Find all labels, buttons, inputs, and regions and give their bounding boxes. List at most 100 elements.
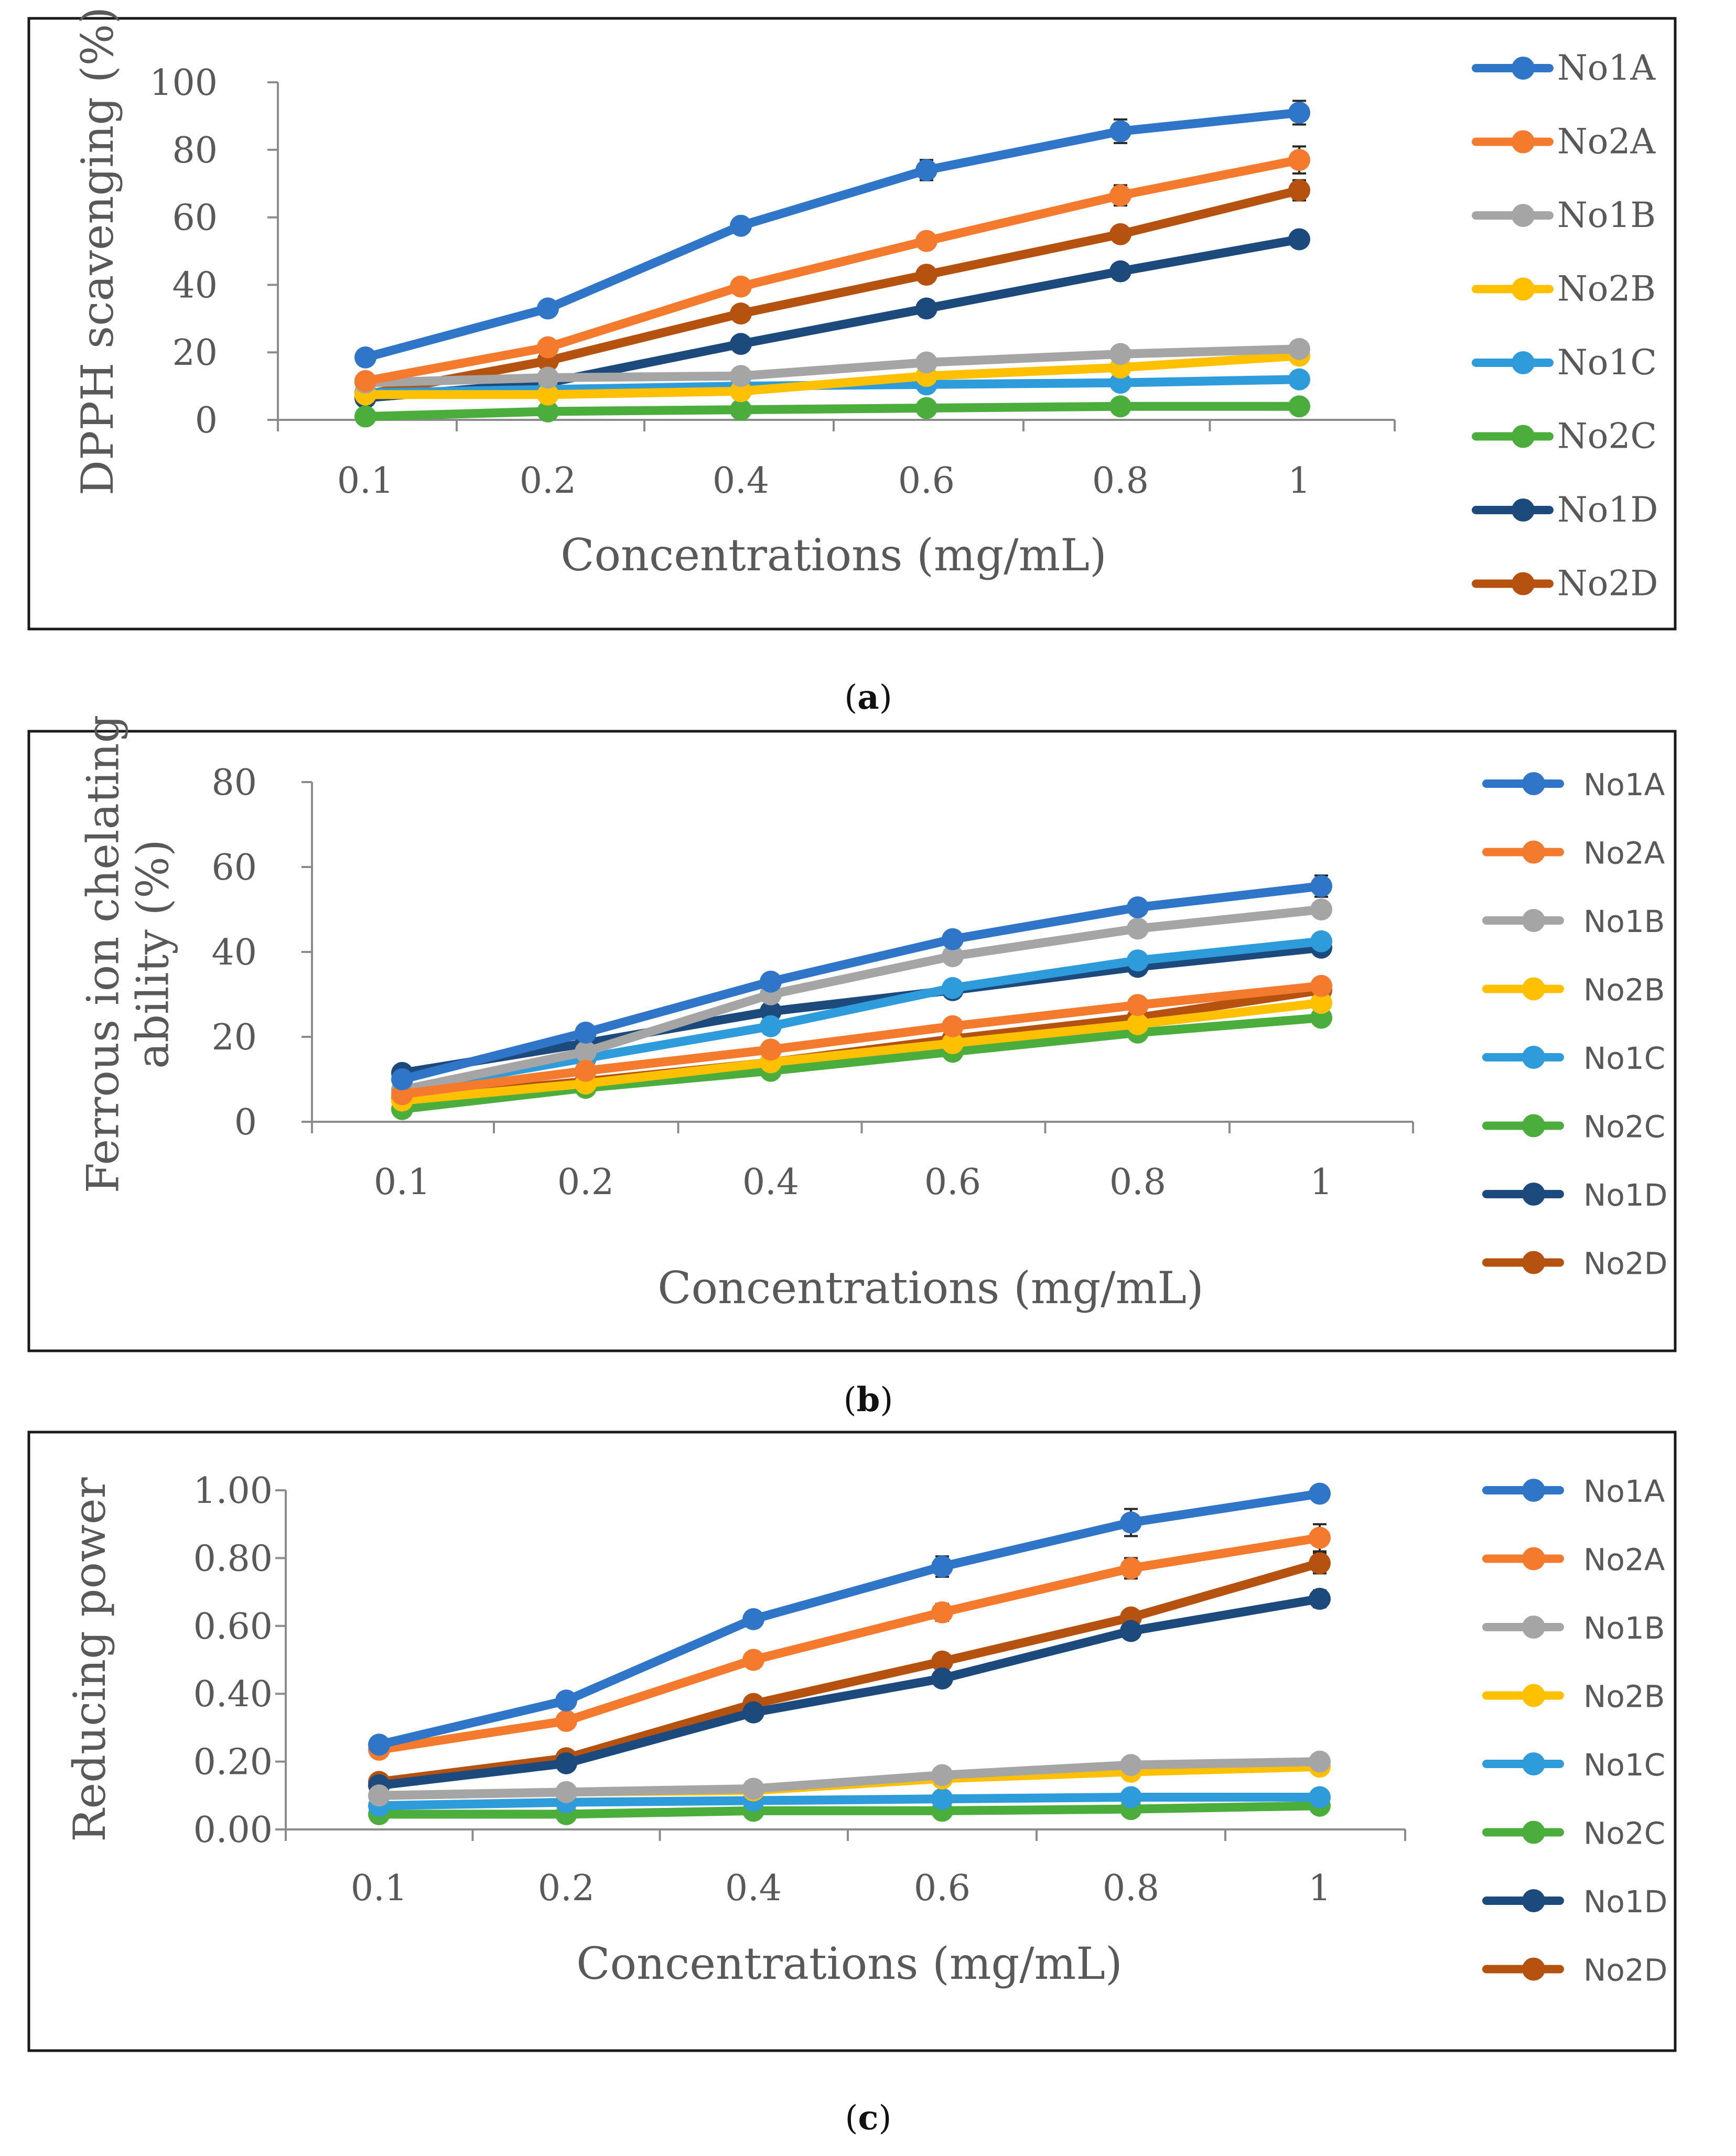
legend-swatch-marker xyxy=(1512,351,1535,374)
legend-item: No2D xyxy=(1482,1953,1667,1988)
data-point xyxy=(537,383,559,406)
legend-label: No1A xyxy=(1583,1474,1665,1509)
series-no1c xyxy=(391,930,1332,1101)
legend-swatch-marker xyxy=(1522,1547,1545,1570)
data-point xyxy=(368,1734,390,1756)
data-point xyxy=(1310,898,1332,920)
y-tick-label: 0.00 xyxy=(193,1810,273,1851)
x-tick-label: 0.2 xyxy=(520,460,576,502)
series-no2a xyxy=(368,1523,1331,1761)
data-point xyxy=(1309,1526,1331,1549)
series-line xyxy=(361,108,1304,362)
panel-b: 0 20 40 60 80 0.1 0.2 0.4 0.6 0.8 1 Ferrous ion che… xyxy=(27,715,1677,1420)
data-point xyxy=(942,1032,964,1055)
legend-label: No2B xyxy=(1583,1679,1665,1715)
series-no1a xyxy=(368,1482,1331,1756)
data-point xyxy=(1310,875,1332,897)
x-axis-title: Concentrations (mg/mL) xyxy=(657,1262,1204,1314)
legend-label: No2D xyxy=(1583,1953,1667,1988)
series-line xyxy=(397,981,1326,1099)
legend-item: No1A xyxy=(1482,1474,1665,1509)
legend: No1A No2A No1B No2B No1C No2C No1D No2D xyxy=(1482,1474,1667,1988)
series-line xyxy=(397,881,1326,1084)
data-point xyxy=(1309,1482,1331,1505)
data-point xyxy=(931,1601,953,1623)
legend-item: No2D xyxy=(1472,564,1658,604)
legend-swatch-marker xyxy=(1522,772,1545,795)
panel-label-open: ( xyxy=(844,678,857,717)
data-point xyxy=(915,264,937,286)
x-tick-label: 0.1 xyxy=(374,1162,430,1203)
panel-label-close: ) xyxy=(878,2099,891,2138)
legend-swatch-marker xyxy=(1522,909,1545,932)
legend-swatch-marker xyxy=(1522,1684,1545,1707)
x-tick-label: 0.2 xyxy=(557,1162,614,1203)
legend-swatch-marker xyxy=(1512,130,1535,154)
legend-label: No1B xyxy=(1583,1610,1665,1646)
series-no2a xyxy=(354,145,1310,392)
legend-swatch-marker xyxy=(1522,1821,1545,1844)
x-tick-label: 1 xyxy=(1310,1162,1332,1203)
data-point xyxy=(1120,1511,1142,1534)
legend-label: No1B xyxy=(1557,195,1656,235)
data-point xyxy=(1109,223,1131,245)
data-point xyxy=(1109,343,1131,365)
data-point xyxy=(1288,101,1310,124)
x-tick-label: 0.4 xyxy=(742,1162,799,1203)
data-point xyxy=(915,230,937,252)
legend-label: No2A xyxy=(1583,1542,1665,1578)
y-tick-label: 40 xyxy=(172,265,218,306)
legend-label: No2D xyxy=(1583,1246,1667,1282)
data-point xyxy=(575,1021,597,1044)
data-point xyxy=(730,275,752,298)
series-line xyxy=(374,1558,1324,1786)
panel-label-open: ( xyxy=(844,1381,857,1420)
legend-item: No2C xyxy=(1472,416,1657,457)
y-axis-title-line: Ferrous ion chelating xyxy=(78,715,129,1194)
data-point xyxy=(730,302,752,325)
data-point xyxy=(742,1701,764,1724)
series-no1b xyxy=(368,1750,1331,1807)
panel-label: (c) xyxy=(845,2098,892,2138)
legend-swatch-marker xyxy=(1512,277,1535,301)
x-tick-label: 0.8 xyxy=(1109,1162,1166,1203)
data-point xyxy=(742,1778,764,1800)
legend-item: No2C xyxy=(1482,1109,1665,1145)
x-tick-label: 0.6 xyxy=(914,1868,971,1909)
series-line xyxy=(374,1594,1324,1790)
data-point xyxy=(1127,1013,1149,1035)
data-point xyxy=(1127,896,1149,918)
data-point xyxy=(942,977,964,999)
data-point xyxy=(760,1038,782,1061)
data-point xyxy=(1288,368,1310,391)
data-point xyxy=(942,945,964,968)
legend-label: No2D xyxy=(1557,564,1658,604)
data-point xyxy=(1120,1786,1142,1808)
legend-swatch-marker xyxy=(1522,1957,1545,1981)
legend-label: No2C xyxy=(1583,1816,1665,1851)
data-point xyxy=(760,1015,782,1037)
data-point xyxy=(1120,1557,1142,1579)
panel-a: 0 20 40 60 80 100 0.1 0.2 0.4 0.6 0.8 1 DPPH scaveng… xyxy=(27,7,1677,717)
y-axis-title: Reducing power xyxy=(64,1477,115,1841)
x-tick-label: 0.8 xyxy=(1092,460,1149,502)
chart-frame xyxy=(27,1431,1677,2052)
legend-label: No1C xyxy=(1583,1747,1665,1783)
data-point xyxy=(537,336,559,359)
data-point xyxy=(1309,1588,1331,1610)
data-point xyxy=(915,397,937,419)
data-point xyxy=(1120,1620,1142,1642)
series-line xyxy=(361,402,1304,421)
data-point xyxy=(730,380,752,403)
x-tick-label: 1 xyxy=(1308,1868,1331,1909)
legend-item: No2A xyxy=(1482,836,1665,871)
legend-label: No1D xyxy=(1583,1884,1667,1920)
y-tick-label: 20 xyxy=(211,1017,257,1058)
series-line xyxy=(361,351,1304,399)
data-point xyxy=(1109,372,1131,394)
data-point xyxy=(1109,395,1131,418)
data-point xyxy=(931,1667,953,1690)
legend-item: No1D xyxy=(1482,1177,1667,1213)
